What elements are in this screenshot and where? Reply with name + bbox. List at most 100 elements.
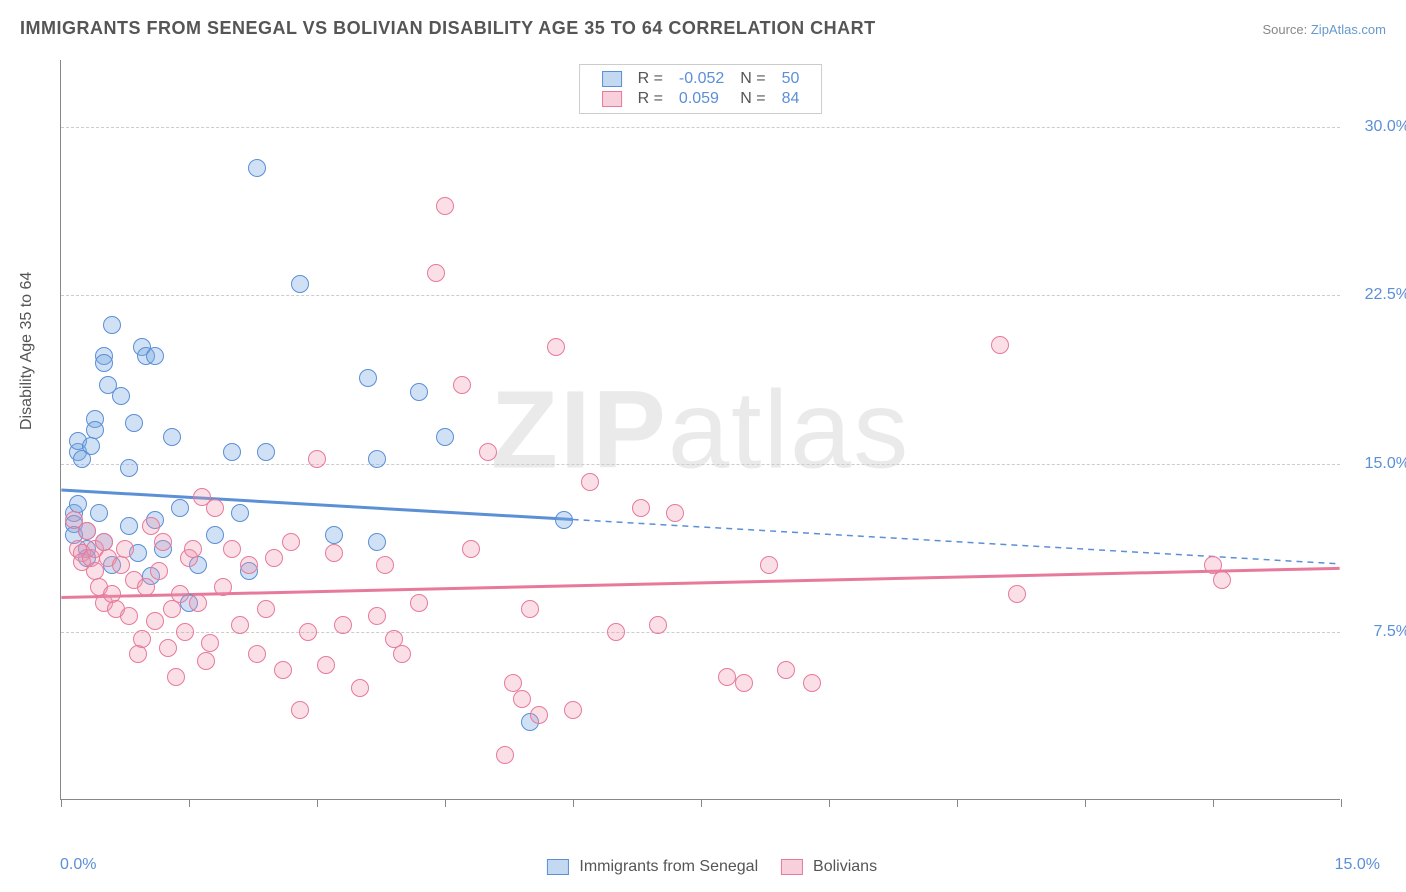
legend-swatch-bolivian — [781, 859, 803, 875]
x-tick — [957, 799, 958, 807]
data-point — [133, 630, 151, 648]
data-point — [479, 443, 497, 461]
data-point — [649, 616, 667, 634]
series-legend: Immigrants from Senegal Bolivians — [529, 858, 877, 876]
data-point — [393, 645, 411, 663]
data-point — [735, 674, 753, 692]
data-point — [760, 556, 778, 574]
data-point — [496, 746, 514, 764]
data-point — [291, 701, 309, 719]
data-point — [223, 540, 241, 558]
data-point — [103, 316, 121, 334]
legend-label-senegal: Immigrants from Senegal — [579, 858, 758, 875]
data-point — [1213, 571, 1231, 589]
data-point — [368, 533, 386, 551]
x-axis-max-label: 15.0% — [1335, 856, 1380, 874]
data-point — [171, 499, 189, 517]
data-point — [248, 159, 266, 177]
data-point — [120, 459, 138, 477]
y-tick-label: 15.0% — [1350, 455, 1406, 473]
source-attribution: Source: ZipAtlas.com — [1262, 22, 1386, 37]
data-point — [146, 612, 164, 630]
n-value-bolivian: 84 — [774, 89, 808, 109]
data-point — [120, 517, 138, 535]
data-point — [112, 387, 130, 405]
n-label: N = — [732, 89, 773, 109]
data-point — [171, 585, 189, 603]
data-point — [530, 706, 548, 724]
data-point — [410, 594, 428, 612]
data-point — [513, 690, 531, 708]
data-point — [359, 369, 377, 387]
data-point — [112, 556, 130, 574]
watermark-bold: ZIP — [491, 368, 668, 491]
stats-row-bolivian: R = 0.059 N = 84 — [594, 89, 808, 109]
data-point — [547, 338, 565, 356]
watermark-light: atlas — [668, 368, 910, 491]
gridline — [61, 632, 1340, 633]
data-point — [120, 607, 138, 625]
data-point — [351, 679, 369, 697]
data-point — [240, 556, 258, 574]
data-point — [167, 668, 185, 686]
data-point — [146, 347, 164, 365]
data-point — [308, 450, 326, 468]
data-point — [95, 354, 113, 372]
data-point — [436, 428, 454, 446]
data-point — [666, 504, 684, 522]
data-point — [231, 616, 249, 634]
data-point — [257, 600, 275, 618]
data-point — [368, 607, 386, 625]
r-value-bolivian: 0.059 — [671, 89, 732, 109]
data-point — [376, 556, 394, 574]
x-axis-min-label: 0.0% — [60, 856, 96, 874]
legend-swatch-senegal — [547, 859, 569, 875]
x-tick — [701, 799, 702, 807]
data-point — [368, 450, 386, 468]
data-point — [176, 623, 194, 641]
x-tick — [1213, 799, 1214, 807]
r-label: R = — [630, 89, 671, 109]
x-tick — [573, 799, 574, 807]
x-tick — [61, 799, 62, 807]
data-point — [78, 522, 96, 540]
data-point — [291, 275, 309, 293]
data-point — [206, 526, 224, 544]
data-point — [777, 661, 795, 679]
x-tick — [1341, 799, 1342, 807]
data-point — [90, 504, 108, 522]
data-point — [991, 336, 1009, 354]
data-point — [325, 526, 343, 544]
data-point — [334, 616, 352, 634]
y-tick-label: 7.5% — [1350, 623, 1406, 641]
data-point — [274, 661, 292, 679]
legend-label-bolivian: Bolivians — [813, 858, 877, 875]
source-link[interactable]: ZipAtlas.com — [1311, 22, 1386, 37]
data-point — [82, 437, 100, 455]
data-point — [125, 414, 143, 432]
data-point — [564, 701, 582, 719]
n-value-senegal: 50 — [774, 69, 808, 89]
data-point — [223, 443, 241, 461]
data-point — [632, 499, 650, 517]
watermark: ZIPatlas — [491, 366, 910, 493]
data-point — [282, 533, 300, 551]
data-point — [86, 421, 104, 439]
data-point — [257, 443, 275, 461]
data-point — [184, 540, 202, 558]
y-axis-title: Disability Age 35 to 64 — [18, 272, 36, 430]
data-point — [325, 544, 343, 562]
data-point — [248, 645, 266, 663]
data-point — [436, 197, 454, 215]
gridline — [61, 464, 1340, 465]
data-point — [718, 668, 736, 686]
data-point — [189, 594, 207, 612]
r-value-senegal: -0.052 — [671, 69, 732, 89]
data-point — [214, 578, 232, 596]
data-point — [410, 383, 428, 401]
swatch-senegal — [602, 71, 622, 87]
x-tick — [189, 799, 190, 807]
x-tick — [829, 799, 830, 807]
data-point — [462, 540, 480, 558]
plot-area: ZIPatlas R = -0.052 N = 50 R = 0.059 N =… — [60, 60, 1340, 800]
